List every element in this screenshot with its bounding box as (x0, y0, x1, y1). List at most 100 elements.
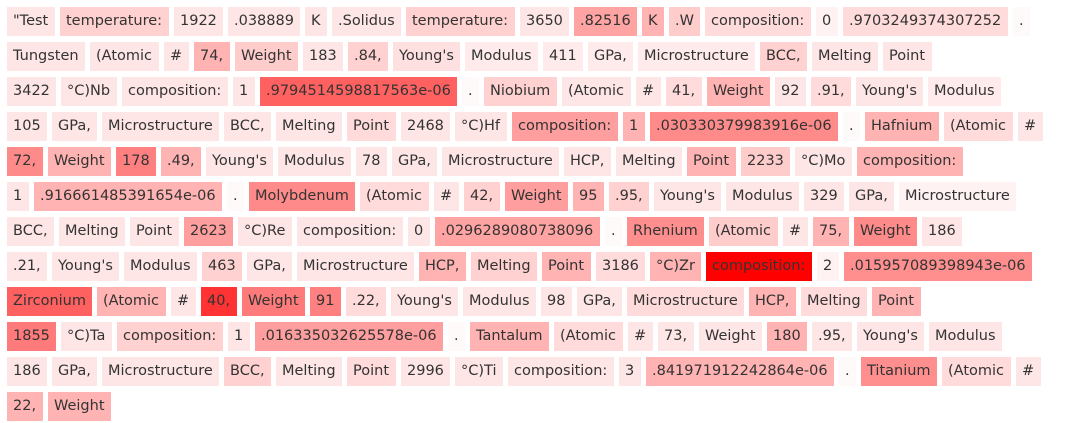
token: 186 (7, 357, 47, 386)
token: 72, (7, 147, 43, 176)
token: composition: (297, 217, 403, 246)
token: Tungsten (7, 42, 85, 71)
token: 74, (194, 42, 230, 71)
token: 1 (228, 322, 250, 351)
token: (Atomic (97, 287, 166, 316)
token: 3422 (7, 77, 56, 106)
token: .82516 (574, 7, 637, 36)
token: °C)Ti (455, 357, 503, 386)
token: Modulus (465, 42, 538, 71)
token: Weight (235, 42, 298, 71)
token: Melting (276, 112, 342, 141)
token: 91 (310, 287, 341, 316)
token: Modulus (929, 322, 1002, 351)
token: Point (687, 147, 736, 176)
token: # (783, 217, 808, 246)
token: Young's (391, 287, 458, 316)
token: . (1013, 7, 1030, 36)
token: . (227, 182, 244, 211)
token: HCP, (419, 252, 466, 281)
token: temperature: (406, 7, 515, 36)
token: 22, (7, 392, 43, 421)
token: composition: (117, 322, 223, 351)
token: Point (347, 357, 396, 386)
token: # (628, 322, 653, 351)
token: GPa, (247, 252, 292, 281)
token: 186 (922, 217, 962, 246)
token: Young's (52, 252, 119, 281)
token: composition: (705, 7, 811, 36)
token: Point (883, 42, 932, 71)
token: Young's (856, 77, 923, 106)
token: Weight (707, 77, 770, 106)
token: "Test (7, 7, 55, 36)
token: Modulus (278, 147, 351, 176)
token: 3650 (520, 7, 569, 36)
token: .030330379983916e-06 (650, 112, 838, 141)
token: 2233 (741, 147, 790, 176)
token: (Atomic (360, 182, 429, 211)
token: 3186 (596, 252, 645, 281)
token: Melting (471, 252, 537, 281)
token: .22, (346, 287, 386, 316)
token: Melting (801, 287, 867, 316)
token: .Solidus (332, 7, 401, 36)
token: K (642, 7, 664, 36)
token: . (839, 357, 856, 386)
token: 78 (356, 147, 387, 176)
token: .916661485391654e-06 (34, 182, 222, 211)
token: .016335032625578e-06 (255, 322, 443, 351)
token: GPa, (52, 357, 97, 386)
token: Weight (48, 392, 111, 421)
token: 3 (619, 357, 641, 386)
token: Modulus (928, 77, 1001, 106)
token: 1922 (174, 7, 223, 36)
token: 98 (541, 287, 572, 316)
token: 2623 (184, 217, 233, 246)
token: composition: (706, 252, 812, 281)
token: 1 (7, 182, 29, 211)
token: Weight (699, 322, 762, 351)
token: (Atomic (944, 112, 1013, 141)
token: 1855 (7, 322, 56, 351)
token: Microstructure (627, 287, 744, 316)
token: composition: (122, 77, 228, 106)
token: Rhenium (627, 217, 704, 246)
token: Young's (393, 42, 460, 71)
token: Weight (242, 287, 305, 316)
token: GPa, (588, 42, 633, 71)
token: Microstructure (102, 112, 219, 141)
token: °C)Ta (61, 322, 112, 351)
token: Melting (812, 42, 878, 71)
token: # (434, 182, 459, 211)
token: 73, (658, 322, 694, 351)
token: 2 (817, 252, 839, 281)
token: °C)Mo (795, 147, 852, 176)
token: .0296289080738096 (435, 217, 600, 246)
token: # (1016, 357, 1041, 386)
token: 411 (543, 42, 583, 71)
token: 0 (816, 7, 838, 36)
token: Microstructure (638, 42, 755, 71)
token: 178 (116, 147, 156, 176)
token: °C)Zr (650, 252, 701, 281)
token: Microstructure (102, 357, 219, 386)
token: . (448, 322, 465, 351)
token: 95 (573, 182, 604, 211)
token: (Atomic (709, 217, 778, 246)
token: .9703249374307252 (843, 7, 1008, 36)
token: Young's (857, 322, 924, 351)
token: Modulus (463, 287, 536, 316)
token: (Atomic (942, 357, 1011, 386)
token: Titanium (861, 357, 937, 386)
token: Zirconium (7, 287, 92, 316)
token: Modulus (124, 252, 197, 281)
token: Point (542, 252, 591, 281)
token: .95, (609, 182, 649, 211)
token: Hafnium (865, 112, 939, 141)
token: Tantalum (470, 322, 549, 351)
token: GPa, (52, 112, 97, 141)
token: K (305, 7, 327, 36)
token: Melting (616, 147, 682, 176)
